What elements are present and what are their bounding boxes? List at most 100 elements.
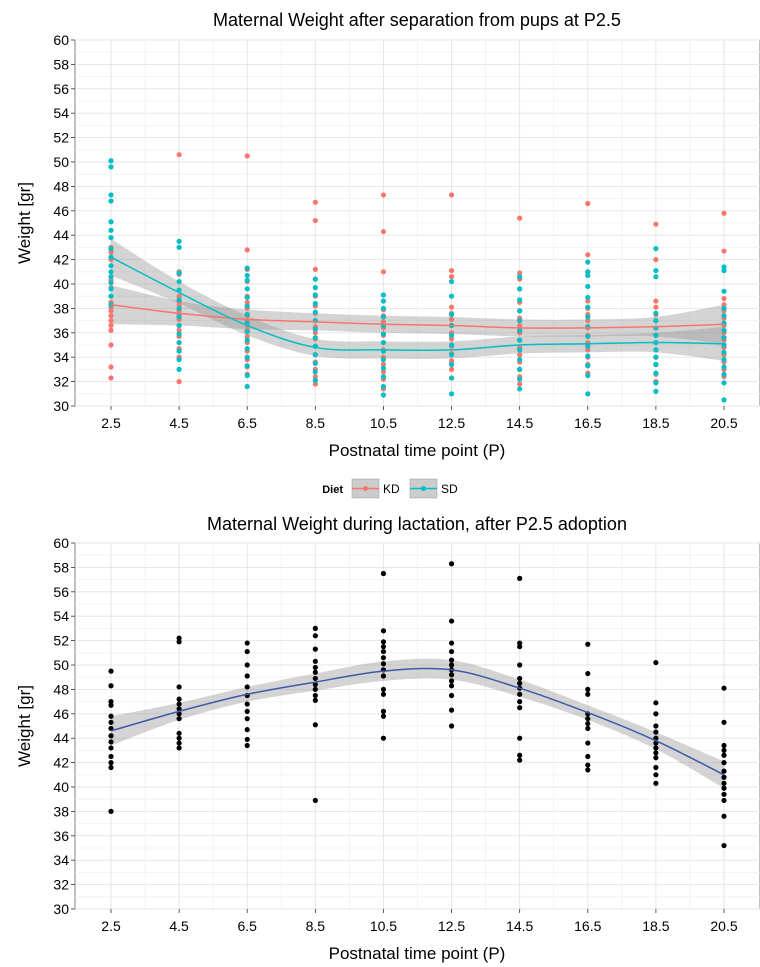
data-point-sd: [176, 270, 182, 276]
data-point-sd: [108, 293, 114, 299]
data-point: [108, 745, 114, 751]
data-point-sd: [244, 346, 250, 352]
data-point-sd: [448, 375, 455, 381]
data-point-kd: [517, 322, 523, 329]
data-point: [108, 702, 114, 708]
data-point: [380, 628, 387, 634]
data-point-sd: [176, 366, 182, 372]
data-point-kd: [108, 327, 114, 333]
data-point-sd: [585, 269, 591, 275]
top-chart-title: Maternal Weight after separation from pu…: [213, 10, 621, 30]
x-tick-label: 6.5: [237, 918, 257, 934]
data-point-sd: [176, 357, 182, 363]
data-point: [380, 735, 387, 741]
data-point-sd: [653, 354, 659, 360]
y-tick-label: 50: [53, 657, 69, 673]
data-point: [585, 691, 591, 697]
y-tick-label: 54: [53, 608, 69, 624]
data-point-kd: [448, 358, 455, 364]
data-point-kd: [380, 369, 387, 375]
data-point-sd: [380, 298, 387, 304]
x-tick-label: 8.5: [306, 918, 326, 934]
data-point-kd: [585, 318, 591, 324]
data-point-sd: [176, 297, 182, 303]
data-point-sd: [108, 158, 114, 164]
top-x-axis-title: Postnatal time point (P): [329, 441, 506, 460]
data-point: [312, 686, 318, 693]
data-point: [448, 683, 455, 689]
bottom-y-tick-labels: 30 32 34 36 38 40 42 44 46 48 50 52 54 56 58 60: [53, 535, 75, 917]
data-point-kd: [585, 298, 591, 304]
data-point: [108, 683, 114, 689]
data-point-kd: [312, 217, 318, 224]
data-point-sd: [244, 303, 250, 309]
data-point: [244, 648, 250, 655]
data-point: [517, 662, 523, 668]
x-tick-label: 20.5: [710, 415, 737, 431]
data-point-sd: [653, 370, 659, 376]
top-panel: Maternal Weight after separation from pu…: [15, 10, 760, 460]
bottom-chart-title: Maternal Weight during lactation, after …: [207, 514, 627, 534]
data-point-sd: [244, 328, 250, 335]
data-point-sd: [517, 327, 523, 333]
data-point: [448, 657, 455, 663]
data-point: [517, 699, 523, 705]
data-point-kd: [448, 192, 455, 198]
data-point-sd: [517, 376, 523, 382]
data-point: [585, 753, 591, 760]
y-tick-label: 56: [53, 584, 69, 600]
y-tick-label: 34: [53, 349, 69, 365]
data-point: [176, 730, 182, 736]
data-point-sd: [721, 305, 727, 311]
data-point: [312, 646, 318, 652]
smooth-line-sd: [110, 256, 725, 352]
data-point: [176, 711, 182, 717]
data-point-kd: [176, 152, 182, 158]
data-point-sd: [517, 386, 523, 392]
data-point-kd: [517, 381, 523, 387]
data-point-kd: [380, 192, 387, 198]
data-point-sd: [244, 311, 250, 318]
data-point: [721, 774, 727, 780]
legend-label-kd: KD: [383, 482, 400, 496]
data-point: [721, 768, 727, 774]
data-point-sd: [721, 380, 727, 386]
data-point: [721, 785, 727, 791]
data-point-sd: [517, 347, 523, 353]
data-point: [244, 742, 250, 749]
data-point: [312, 692, 318, 699]
data-point-kd: [448, 274, 455, 280]
data-point-sd: [517, 308, 523, 314]
data-point-sd: [653, 274, 659, 280]
data-point-sd: [448, 391, 455, 397]
data-point: [585, 725, 591, 732]
data-point-sd: [585, 272, 591, 279]
data-point-sd: [721, 335, 727, 341]
data-point-sd: [244, 294, 250, 301]
data-point: [312, 669, 318, 675]
data-point-kd: [108, 318, 114, 324]
data-point: [380, 673, 387, 679]
bottom-gridlines: [75, 542, 760, 910]
x-tick-label: 18.5: [642, 415, 669, 431]
data-point-kd: [108, 342, 114, 348]
data-point: [585, 670, 591, 677]
y-tick-label: 54: [53, 105, 69, 121]
x-tick-label: 10.5: [370, 415, 397, 431]
y-tick-label: 34: [53, 852, 69, 868]
data-point: [653, 764, 659, 771]
data-point: [721, 742, 727, 749]
data-point: [176, 740, 182, 746]
data-point: [448, 662, 455, 668]
y-tick-label: 58: [53, 559, 69, 575]
data-point-kd: [517, 215, 523, 221]
y-tick-label: 42: [53, 755, 69, 771]
data-point-kd: [108, 313, 114, 319]
data-point-sd: [312, 377, 318, 383]
data-point-sd: [176, 305, 182, 311]
data-point: [517, 705, 523, 711]
data-point: [108, 699, 114, 705]
data-point-kd: [448, 336, 455, 342]
data-point-sd: [448, 311, 455, 318]
data-point-sd: [380, 392, 387, 398]
